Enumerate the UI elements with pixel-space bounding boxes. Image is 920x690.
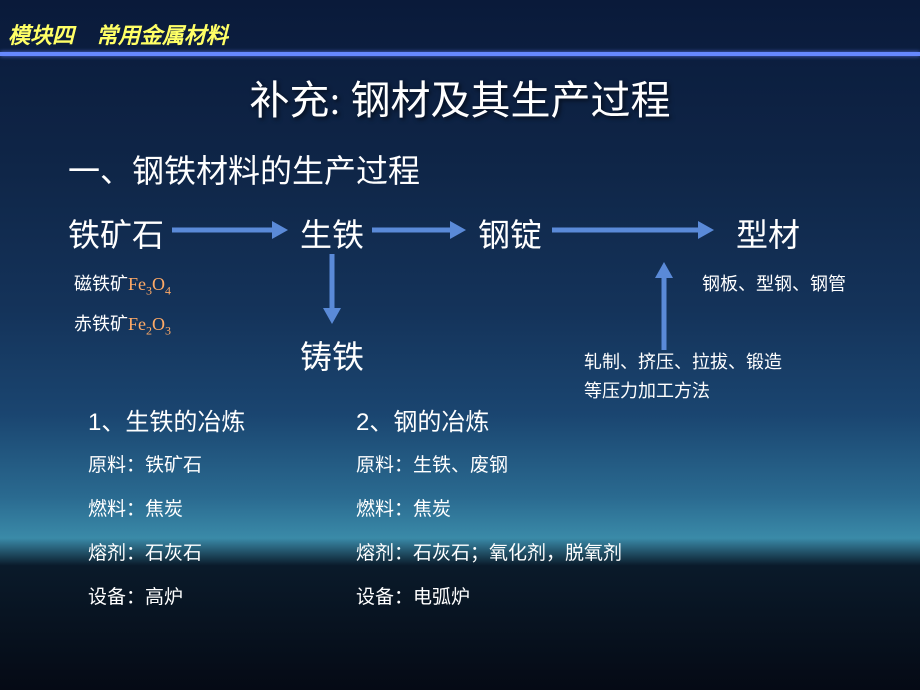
sub2-heading: 2、钢的冶炼 — [356, 402, 489, 437]
sub1-detail-line: 原料：铁矿石 — [88, 450, 202, 477]
sub2-detail-line: 设备：电弧炉 — [356, 582, 470, 609]
sub1-detail-line: 熔剂：石灰石 — [88, 538, 202, 565]
shape-products-note: 钢板、型钢、钢管 — [702, 270, 882, 299]
sub1-detail-line: 燃料：焦炭 — [88, 494, 183, 521]
sub1-heading: 1、生铁的冶炼 — [88, 402, 245, 437]
sub2-detail-line: 熔剂：石灰石；氧化剂，脱氧剂 — [356, 538, 622, 565]
sub2-detail-line: 燃料：焦炭 — [356, 494, 451, 521]
ore-note-hematite: 赤铁矿Fe2O3 — [74, 310, 171, 339]
ore-note-magnetite: 磁铁矿Fe3O4 — [74, 270, 171, 299]
forming-process-note: 轧制、挤压、拉拔、锻造等压力加工方法 — [584, 348, 794, 406]
sub1-detail-line: 设备：高炉 — [88, 582, 183, 609]
sub2-detail-line: 原料：生铁、废钢 — [356, 450, 508, 477]
